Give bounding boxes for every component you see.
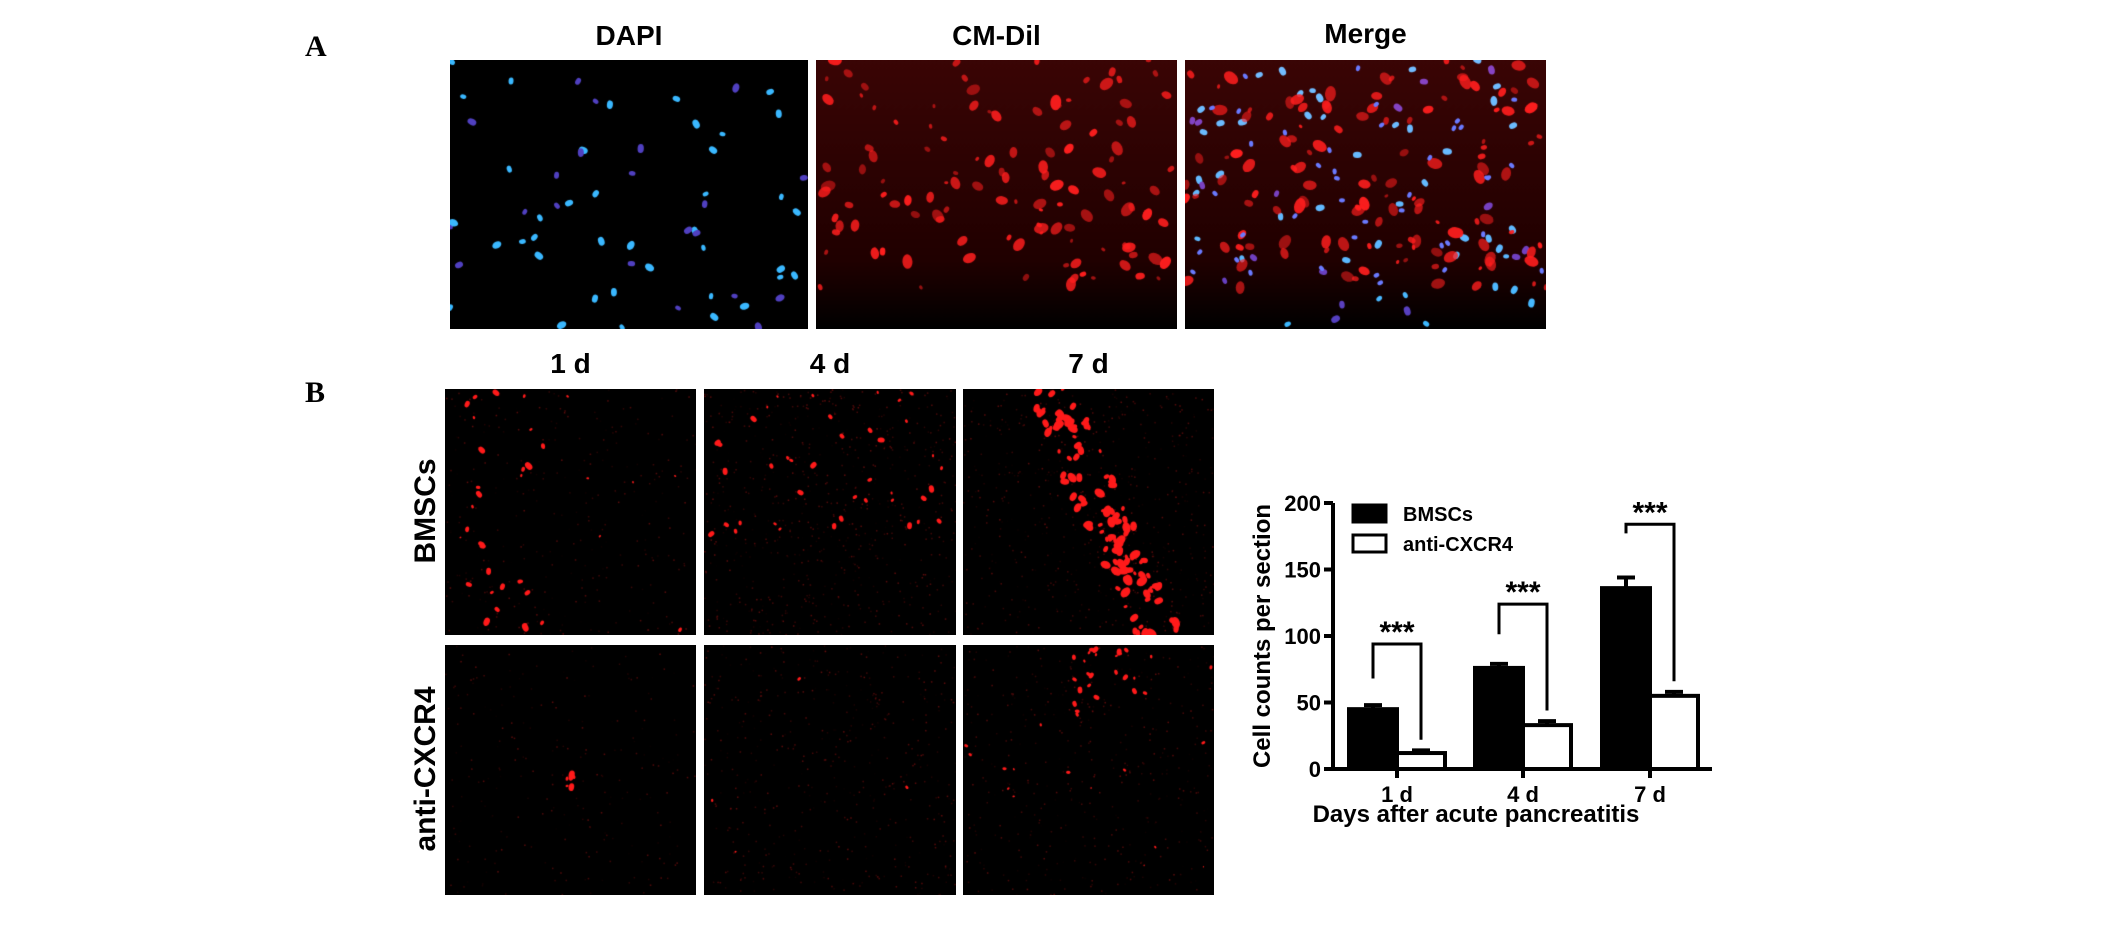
bar-bmscs-7d	[1600, 586, 1652, 771]
legend-swatch	[1351, 503, 1388, 524]
col-title-7d: 7 d	[1068, 348, 1109, 379]
bmscs-1d-image	[445, 389, 696, 635]
y-axis-label: Cell counts per section	[1249, 504, 1276, 768]
anti-4d-image	[704, 645, 956, 895]
merge-image	[1185, 60, 1546, 329]
bar-anti-cxcr4-1d	[1395, 751, 1447, 771]
bar-anti-cxcr4-7d	[1648, 693, 1700, 771]
x-tick-label: 4 d	[1507, 782, 1539, 807]
significance-label: ***	[1505, 576, 1540, 609]
col-title-4d: 4 d	[809, 348, 851, 379]
significance-label: ***	[1379, 616, 1414, 649]
significance-bracket	[1624, 522, 1676, 682]
x-tick-label: 7 d	[1634, 782, 1666, 807]
merge-title: Merge	[1324, 18, 1407, 49]
bar-bmscs-4d	[1473, 665, 1525, 771]
legend-swatch	[1351, 533, 1388, 554]
col-title-1d: 1 d	[550, 348, 591, 379]
anti-1d-image	[445, 645, 696, 895]
bmscs-4d-image	[704, 389, 956, 635]
panel-b-label: B	[305, 376, 326, 409]
y-tick-label: 0	[1309, 757, 1321, 782]
bar-bmscs-1d	[1347, 707, 1399, 772]
significance-bracket	[1371, 642, 1423, 740]
x-axis-label: Days after acute pancreatitis	[1313, 801, 1640, 828]
legend-label: anti-CXCR4	[1403, 534, 1514, 556]
x-tick-label: 1 d	[1381, 782, 1413, 807]
dapi-title: DAPI	[595, 20, 663, 51]
bmscs-7d-image	[963, 389, 1214, 635]
dapi-image	[450, 60, 808, 329]
y-tick-label: 50	[1297, 691, 1321, 716]
y-tick-label: 100	[1284, 624, 1321, 649]
y-tick-label: 200	[1284, 491, 1321, 516]
significance-label: ***	[1632, 496, 1667, 529]
cmdil-image	[816, 60, 1177, 329]
y-tick-label: 150	[1284, 558, 1321, 583]
panel-a-label: A	[305, 30, 327, 63]
cmdil-title: CM-Dil	[952, 20, 1041, 51]
legend-label: BMSCs	[1403, 504, 1473, 526]
bar-anti-cxcr4-4d	[1521, 723, 1573, 771]
significance-bracket	[1497, 602, 1549, 711]
anti-7d-image	[963, 645, 1214, 895]
